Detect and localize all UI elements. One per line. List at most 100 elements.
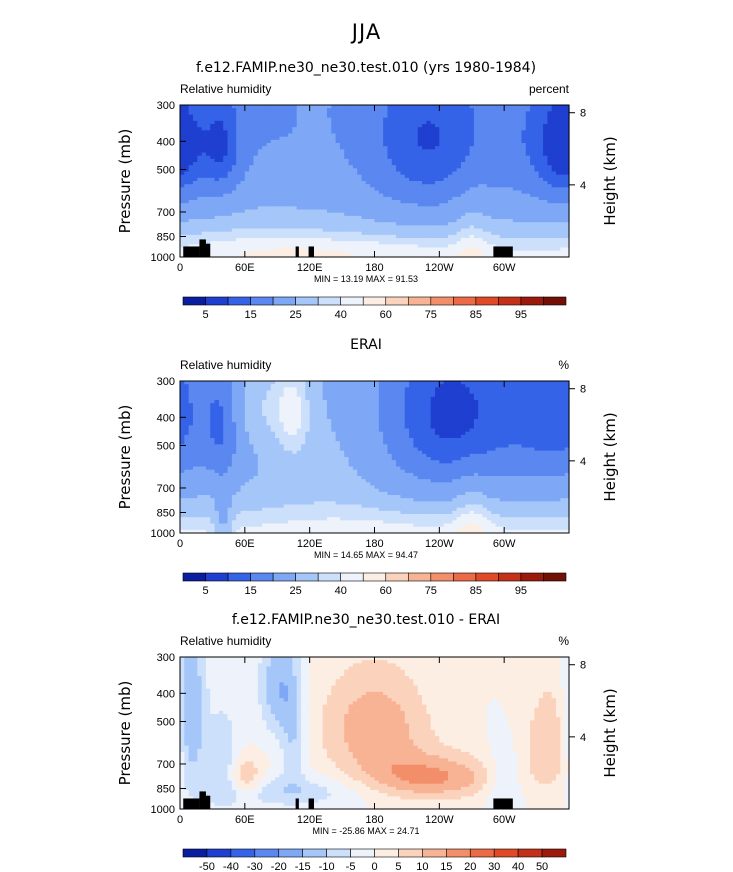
heatmap-cell bbox=[266, 111, 272, 116]
heatmap-cell bbox=[257, 171, 263, 176]
heatmap-cell bbox=[262, 234, 268, 239]
heatmap-cell bbox=[439, 190, 445, 195]
heatmap-cell bbox=[482, 215, 488, 220]
heatmap-cell bbox=[305, 241, 311, 245]
heatmap-cell bbox=[192, 431, 198, 436]
heatmap-cell bbox=[400, 231, 406, 236]
heatmap-cell bbox=[201, 457, 207, 461]
heatmap-cell bbox=[253, 127, 259, 131]
heatmap-cell bbox=[192, 225, 198, 230]
heatmap-cell bbox=[184, 222, 190, 226]
heatmap-cell bbox=[266, 177, 272, 182]
heatmap-cell bbox=[188, 479, 194, 483]
heatmap-cell bbox=[473, 234, 479, 239]
heatmap-cell bbox=[270, 187, 276, 192]
heatmap-cell bbox=[218, 253, 224, 258]
heatmap-cell bbox=[439, 219, 445, 223]
heatmap-cell bbox=[409, 241, 414, 245]
heatmap-cell bbox=[322, 155, 328, 160]
heatmap-cell bbox=[227, 241, 233, 245]
heatmap-cell bbox=[460, 215, 466, 220]
heatmap-cell bbox=[288, 139, 293, 144]
heatmap-cell bbox=[430, 117, 436, 122]
heatmap-cell bbox=[231, 143, 237, 147]
heatmap-cell bbox=[184, 406, 190, 411]
heatmap-cell bbox=[469, 209, 475, 214]
heatmap-cell bbox=[192, 419, 198, 423]
heatmap-cell bbox=[257, 130, 263, 135]
heatmap-cell bbox=[409, 143, 414, 147]
heatmap-cell bbox=[205, 222, 211, 226]
heatmap-cell bbox=[240, 200, 246, 204]
heatmap-cell bbox=[469, 165, 475, 169]
heatmap-cell bbox=[305, 209, 311, 214]
heatmap-cell bbox=[231, 396, 237, 401]
heatmap-cell bbox=[227, 422, 233, 426]
heatmap-cell bbox=[301, 225, 306, 230]
heatmap-cell bbox=[378, 225, 384, 230]
heatmap-cell bbox=[538, 219, 544, 223]
heatmap-cell bbox=[517, 187, 523, 192]
heatmap-cell bbox=[404, 196, 410, 201]
heatmap-cell bbox=[456, 238, 462, 242]
terrain-mask bbox=[295, 246, 299, 257]
heatmap-cell bbox=[547, 238, 553, 242]
heatmap-cell bbox=[491, 238, 497, 242]
heatmap-cell bbox=[456, 209, 462, 214]
heatmap-cell bbox=[326, 162, 332, 166]
heatmap-cell bbox=[426, 190, 432, 195]
heatmap-cell bbox=[188, 152, 194, 157]
heatmap-cell bbox=[383, 158, 389, 163]
heatmap-cell bbox=[322, 158, 328, 163]
heatmap-cell bbox=[197, 434, 203, 439]
heatmap-cell bbox=[210, 466, 216, 471]
heatmap-cell bbox=[244, 114, 250, 119]
heatmap-cell bbox=[283, 222, 289, 226]
heatmap-cell bbox=[262, 136, 268, 141]
heatmap-cell bbox=[205, 450, 211, 455]
heatmap-cell bbox=[313, 133, 319, 138]
heatmap-cell bbox=[240, 162, 246, 166]
heatmap-cell bbox=[292, 133, 298, 138]
heatmap-cell bbox=[223, 155, 229, 160]
heatmap-cell bbox=[210, 253, 216, 258]
heatmap-cell bbox=[491, 190, 497, 195]
heatmap-cell bbox=[556, 158, 561, 163]
heatmap-cell bbox=[383, 105, 389, 109]
heatmap-cell bbox=[227, 187, 233, 192]
heatmap-cell bbox=[210, 146, 216, 150]
heatmap-cell bbox=[551, 127, 557, 131]
heatmap-cell bbox=[426, 247, 432, 252]
heatmap-cell bbox=[339, 149, 345, 154]
heatmap-cell bbox=[439, 234, 445, 239]
heatmap-cell bbox=[227, 507, 233, 512]
heatmap-cell bbox=[512, 196, 518, 201]
heatmap-cell bbox=[564, 168, 570, 173]
heatmap-cell bbox=[396, 253, 402, 258]
heatmap-cell bbox=[348, 168, 354, 173]
heatmap-cell bbox=[223, 438, 229, 442]
heatmap-cell bbox=[292, 139, 298, 144]
heatmap-cell bbox=[240, 146, 246, 150]
heatmap-cell bbox=[413, 203, 419, 207]
heatmap-cell bbox=[292, 187, 298, 192]
heatmap-cell bbox=[344, 111, 350, 116]
heatmap-cell bbox=[499, 108, 505, 112]
heatmap-cell bbox=[231, 139, 237, 144]
heatmap-cell bbox=[543, 212, 548, 217]
heatmap-cell bbox=[560, 149, 566, 154]
heatmap-cell bbox=[253, 253, 259, 258]
heatmap-cell bbox=[396, 114, 402, 119]
heatmap-cell bbox=[331, 193, 337, 198]
heatmap-cell bbox=[422, 158, 427, 163]
heatmap-cell bbox=[210, 384, 216, 388]
heatmap-cell bbox=[180, 469, 185, 474]
heatmap-cell bbox=[279, 238, 285, 242]
heatmap-cell bbox=[409, 120, 414, 125]
heatmap-cell bbox=[210, 190, 216, 195]
heatmap-cell bbox=[266, 231, 272, 236]
heatmap-cell bbox=[547, 228, 553, 233]
heatmap-cell bbox=[456, 108, 462, 112]
heatmap-cell bbox=[534, 206, 540, 211]
heatmap-cell bbox=[560, 117, 566, 122]
